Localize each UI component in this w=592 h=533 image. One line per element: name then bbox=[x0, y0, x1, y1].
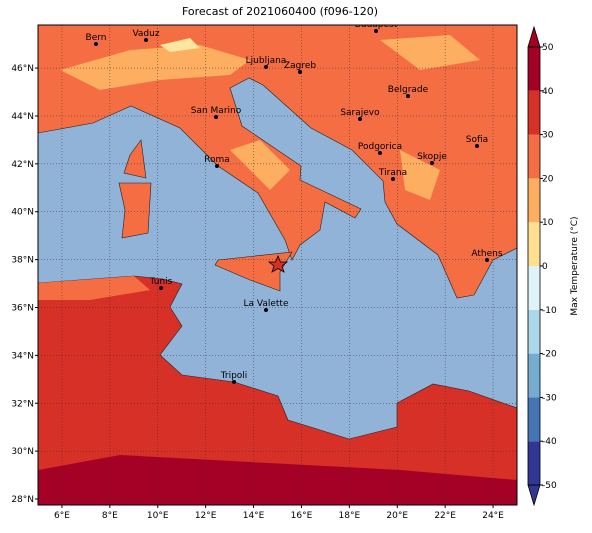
colorbar-segment bbox=[528, 353, 540, 398]
colorbar-segment bbox=[528, 266, 540, 310]
city-dot bbox=[374, 29, 378, 33]
colorbar-segment bbox=[528, 397, 540, 442]
star bbox=[267, 254, 289, 273]
city-label: La Valette bbox=[244, 299, 289, 309]
city-label: Budapest bbox=[355, 20, 398, 30]
city-dot bbox=[406, 94, 410, 98]
colorbar-tick-label: -20 bbox=[542, 350, 557, 360]
x-tick-label: 14°E bbox=[243, 511, 265, 521]
colorbar-extend-top bbox=[527, 25, 541, 48]
colorbar-segment bbox=[528, 90, 540, 135]
city-dot bbox=[144, 38, 148, 42]
colorbar-tick-label: -10 bbox=[542, 306, 557, 316]
city-dot bbox=[378, 151, 382, 155]
city-dot bbox=[94, 42, 98, 46]
colorbar-segment bbox=[528, 134, 540, 179]
city-dot bbox=[214, 115, 218, 119]
land-patch bbox=[38, 455, 517, 505]
city-label: Belgrade bbox=[388, 85, 429, 95]
grid bbox=[38, 25, 517, 505]
colorbar-segment bbox=[528, 441, 540, 485]
x-tick-label: 24°E bbox=[482, 511, 504, 521]
city-dot bbox=[475, 144, 479, 148]
city-dot bbox=[232, 380, 236, 384]
colorbar-segment bbox=[528, 47, 540, 91]
city-label: Tirana bbox=[378, 168, 407, 178]
colorbar-segment bbox=[528, 222, 540, 266]
land-patch bbox=[160, 38, 200, 52]
map-frame bbox=[37, 24, 518, 506]
x-tick-label: 16°E bbox=[291, 511, 313, 521]
x-tick-label: 6°E bbox=[54, 511, 70, 521]
city-label: Zagreb bbox=[284, 61, 316, 71]
y-tick-label: 32°N bbox=[11, 399, 34, 409]
city-label: Skopje bbox=[417, 152, 447, 162]
y-tick-label: 34°N bbox=[11, 351, 34, 361]
corsica bbox=[123, 139, 147, 179]
colorbar-segment bbox=[528, 309, 540, 354]
city-label: Tripoli bbox=[220, 371, 248, 381]
y-tick-label: 44°N bbox=[11, 112, 34, 122]
city-label: Sofia bbox=[466, 135, 488, 145]
colorbar-extend-bottom bbox=[527, 484, 541, 507]
city-label: Ljubljana bbox=[246, 56, 287, 66]
city-label: Sarajevo bbox=[340, 108, 380, 118]
x-tick-label: 20°E bbox=[386, 511, 408, 521]
city-dot bbox=[215, 164, 219, 168]
land-patch bbox=[60, 45, 250, 90]
city-label: Podgorica bbox=[358, 142, 402, 152]
y-tick-label: 46°N bbox=[11, 64, 34, 74]
colorbar-tick-label: -40 bbox=[542, 437, 557, 447]
colorbar-tick-label: 10 bbox=[542, 218, 554, 228]
city-label: Vaduz bbox=[132, 29, 159, 39]
city-dot bbox=[391, 177, 395, 181]
colorbar-tick-label: 50 bbox=[542, 43, 554, 53]
city-dot bbox=[358, 117, 362, 121]
x-tick-label: 8°E bbox=[102, 511, 118, 521]
x-tick-label: 10°E bbox=[147, 511, 169, 521]
city-label: Roma bbox=[204, 155, 230, 165]
land-patch bbox=[380, 35, 480, 70]
city-dot bbox=[430, 161, 434, 165]
chart-title: Forecast of 2021060400 (f096-120) bbox=[182, 5, 378, 18]
colorbar-tick-label: 40 bbox=[542, 87, 554, 97]
colorbar-tick-label: 20 bbox=[542, 174, 554, 184]
y-tick-label: 42°N bbox=[11, 160, 34, 170]
x-tick-label: 22°E bbox=[434, 511, 456, 521]
city-label: Athens bbox=[471, 249, 502, 259]
colorbar-segment bbox=[528, 178, 540, 223]
sardinia bbox=[118, 182, 152, 239]
x-tick-label: 12°E bbox=[195, 511, 217, 521]
city-dot bbox=[298, 70, 302, 74]
city-dot bbox=[264, 65, 268, 69]
city-dot bbox=[485, 258, 489, 262]
y-tick-label: 28°N bbox=[11, 495, 34, 505]
y-tick-label: 30°N bbox=[11, 447, 34, 457]
city-label: Bern bbox=[86, 33, 107, 43]
colorbar-label: Max Temperature (°C) bbox=[570, 216, 580, 315]
land-patch bbox=[38, 276, 150, 300]
city-dot bbox=[264, 308, 268, 312]
colorbar-tick-label: 30 bbox=[542, 131, 554, 141]
colorbar-tick-label: -30 bbox=[542, 393, 557, 403]
land-patch bbox=[230, 140, 290, 190]
city-dot bbox=[159, 286, 163, 290]
land-patch bbox=[400, 150, 440, 200]
y-tick-label: 40°N bbox=[11, 208, 34, 218]
city-label: San Marino bbox=[191, 106, 242, 116]
city-label: Tunis bbox=[149, 277, 173, 287]
x-tick-label: 18°E bbox=[339, 511, 361, 521]
colorbar-tick-label: 0 bbox=[542, 262, 548, 272]
colorbar-tick-label: -50 bbox=[542, 481, 557, 491]
y-tick-label: 36°N bbox=[11, 303, 34, 313]
land bbox=[38, 275, 517, 505]
y-tick-label: 38°N bbox=[11, 256, 34, 266]
